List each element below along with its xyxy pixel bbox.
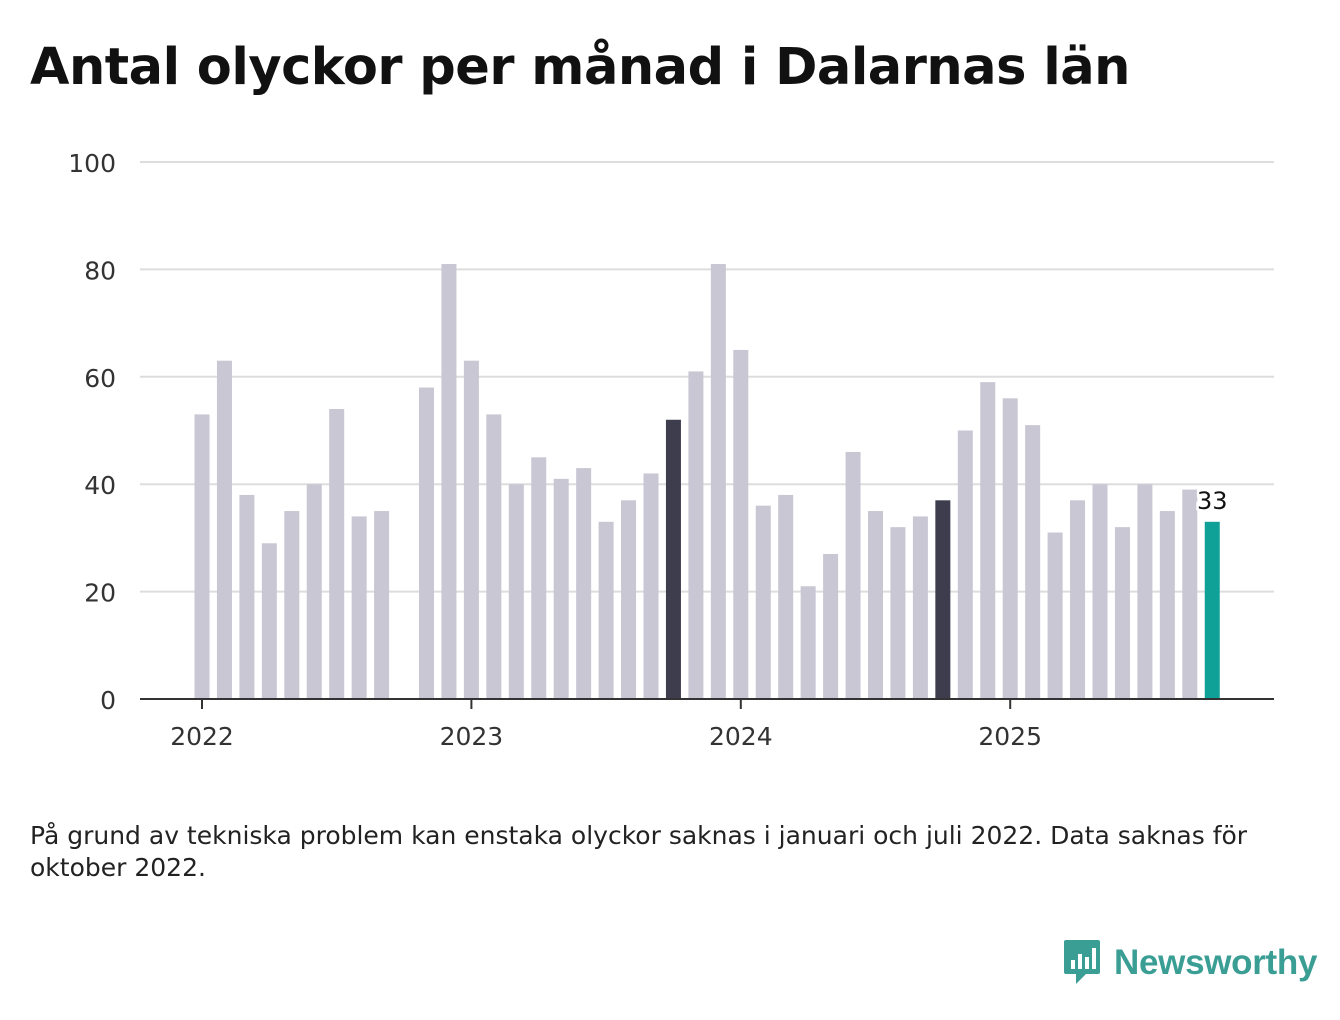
bar-2025-04 <box>1070 500 1086 699</box>
data-labels: 33 <box>1194 484 1230 517</box>
bar-2024-09 <box>912 516 928 699</box>
bar-2023-08 <box>621 500 637 699</box>
brand-name: Newsworthy <box>1114 943 1318 982</box>
bar-2025-01 <box>1002 398 1018 699</box>
bar-2025-09 <box>1182 489 1198 699</box>
bar-2025-08 <box>1159 511 1175 699</box>
y-tick-label: 0 <box>100 686 116 715</box>
x-axis: 2022 2023 2024 2025 <box>140 698 1274 751</box>
x-tick-label: 2023 <box>440 722 504 751</box>
bar-2024-03 <box>778 494 794 699</box>
x-tick-label: 2025 <box>978 722 1042 751</box>
bar-2024-12 <box>980 382 996 699</box>
bar-2025-02 <box>1025 425 1041 699</box>
y-tick-label: 40 <box>84 471 116 500</box>
x-tick-label: 2022 <box>170 722 234 751</box>
bar-2023-04 <box>531 457 547 699</box>
bar-2023-03 <box>508 484 524 699</box>
bar-2024-06 <box>845 451 861 699</box>
bar-2022-11 <box>419 387 434 699</box>
bar-2022-06 <box>306 484 322 699</box>
bar-2024-05 <box>823 554 839 699</box>
bar-2022-03 <box>239 494 255 699</box>
bar-2022-09 <box>374 511 390 699</box>
bar-2024-02 <box>755 505 771 699</box>
bar-2022-01 <box>194 414 210 699</box>
bar-2022-08 <box>351 516 367 699</box>
footnote: På grund av tekniska problem kan enstaka… <box>30 821 1248 882</box>
x-tick-label: 2024 <box>709 722 773 751</box>
latest-value-label: 33 <box>1197 487 1228 515</box>
bar-2024-08 <box>890 527 906 699</box>
bar-2025-05 <box>1092 484 1108 699</box>
bar-2024-10 <box>935 500 951 699</box>
bar-2023-06 <box>576 468 592 699</box>
bar-2025-10 <box>1204 521 1220 699</box>
y-tick-label: 60 <box>84 364 116 393</box>
bar-2023-10 <box>665 419 681 699</box>
bar-2023-02 <box>486 414 502 699</box>
bar-2022-04 <box>261 543 277 699</box>
bar-2025-03 <box>1047 532 1063 699</box>
bar-2023-05 <box>553 478 569 699</box>
bar-2023-11 <box>688 371 704 699</box>
bar-2022-12 <box>441 264 457 699</box>
bar-2025-07 <box>1137 484 1153 699</box>
bar-2024-11 <box>957 430 973 699</box>
bar-2023-12 <box>710 264 726 699</box>
y-axis-ticks: 0 20 40 60 80 100 <box>68 149 116 715</box>
bar-2024-01 <box>733 349 749 699</box>
bars <box>194 264 1220 699</box>
bar-2023-07 <box>598 521 614 699</box>
bar-2025-06 <box>1114 527 1130 699</box>
bar-2024-04 <box>800 586 816 699</box>
bar-chart: 0 20 40 60 80 100 2022 2023 2024 2025 33 <box>68 149 1274 751</box>
y-tick-label: 20 <box>84 579 116 608</box>
y-tick-label: 100 <box>68 149 116 178</box>
newsworthy-logo-icon <box>1064 940 1100 984</box>
bar-2022-02 <box>216 360 232 699</box>
bar-2023-01 <box>463 360 479 699</box>
bar-2022-05 <box>284 511 300 699</box>
bar-2024-07 <box>868 511 883 699</box>
chart-title: Antal olyckor per månad i Dalarnas län <box>30 38 1130 97</box>
bar-2023-09 <box>643 473 659 699</box>
bar-2022-07 <box>329 409 345 699</box>
brand-logo: Newsworthy <box>1062 938 1317 988</box>
y-tick-label: 80 <box>84 256 116 285</box>
